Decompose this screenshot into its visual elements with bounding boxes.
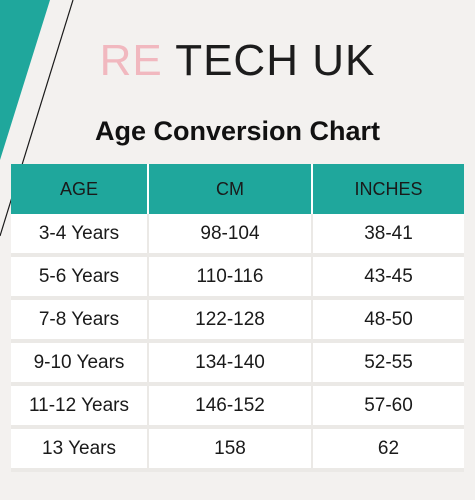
header-cm: CM (149, 164, 313, 214)
cell-inches: 38-41 (313, 214, 464, 257)
cell-inches: 43-45 (313, 257, 464, 300)
brand-logo: RE TECH UK (0, 36, 475, 86)
cell-cm: 122-128 (149, 300, 313, 343)
cell-age: 7-8 Years (11, 300, 149, 343)
cell-cm: 110-116 (149, 257, 313, 300)
cell-inches: 57-60 (313, 386, 464, 429)
table-row: 9-10 Years 134-140 52-55 (11, 343, 464, 386)
cell-inches: 62 (313, 429, 464, 472)
cell-age: 5-6 Years (11, 257, 149, 300)
cell-age: 11-12 Years (11, 386, 149, 429)
cell-age: 13 Years (11, 429, 149, 472)
chart-title: Age Conversion Chart (94, 116, 381, 146)
table-row: 3-4 Years 98-104 38-41 (11, 214, 464, 257)
cell-cm: 158 (149, 429, 313, 472)
table-row: 7-8 Years 122-128 48-50 (11, 300, 464, 343)
cell-cm: 98-104 (149, 214, 313, 257)
age-conversion-table: AGE CM INCHES 3-4 Years 98-104 38-41 5-6… (11, 164, 464, 472)
header-inches: INCHES (313, 164, 464, 214)
cell-age: 9-10 Years (11, 343, 149, 386)
header-age: AGE (11, 164, 149, 214)
cell-age: 3-4 Years (11, 214, 149, 257)
table-row: 13 Years 158 62 (11, 429, 464, 472)
cell-inches: 52-55 (313, 343, 464, 386)
teal-corner-stripe (0, 0, 50, 160)
table-row: 5-6 Years 110-116 43-45 (11, 257, 464, 300)
brand-rest-text: TECH UK (162, 36, 376, 85)
table-header-row: AGE CM INCHES (11, 164, 464, 214)
cell-cm: 134-140 (149, 343, 313, 386)
cell-inches: 48-50 (313, 300, 464, 343)
table-row: 11-12 Years 146-152 57-60 (11, 386, 464, 429)
cell-cm: 146-152 (149, 386, 313, 429)
brand-accent-text: RE (99, 36, 163, 85)
